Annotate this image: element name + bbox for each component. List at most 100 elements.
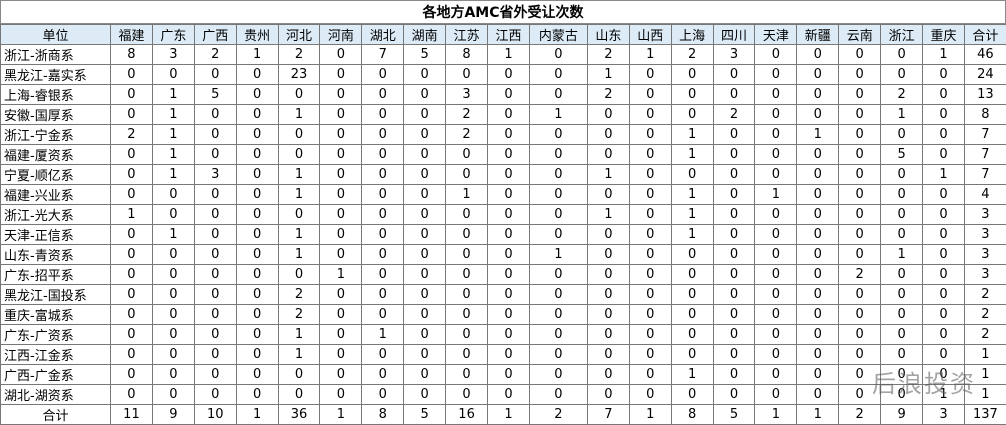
cell: 0 [111, 85, 153, 105]
column-header: 云南 [839, 25, 881, 45]
cell: 0 [529, 165, 587, 185]
cell: 1 [111, 205, 153, 225]
cell: 0 [404, 85, 446, 105]
cell: 0 [111, 165, 153, 185]
cell: 0 [755, 245, 797, 265]
cell: 1 [278, 345, 320, 365]
row-label: 宁夏-顺亿系 [1, 165, 111, 185]
column-header: 广西 [194, 25, 236, 45]
cell: 0 [236, 385, 278, 405]
cell: 0 [629, 265, 671, 285]
cell: 0 [797, 285, 839, 305]
cell: 0 [362, 185, 404, 205]
cell: 1 [629, 45, 671, 65]
cell: 0 [755, 365, 797, 385]
cell: 0 [713, 345, 755, 365]
cell: 0 [671, 85, 713, 105]
cell: 0 [839, 345, 881, 365]
cell: 0 [923, 145, 965, 165]
cell: 0 [404, 385, 446, 405]
cell: 0 [587, 125, 629, 145]
cell: 0 [446, 325, 488, 345]
cell: 0 [839, 185, 881, 205]
cell: 1 [797, 125, 839, 145]
cell: 0 [362, 165, 404, 185]
cell: 0 [152, 305, 194, 325]
cell: 3 [964, 245, 1006, 265]
cell: 0 [404, 165, 446, 185]
cell: 0 [797, 85, 839, 105]
cell: 2 [964, 285, 1006, 305]
column-header: 山西 [629, 25, 671, 45]
column-header: 四川 [713, 25, 755, 45]
cell: 0 [797, 325, 839, 345]
cell: 0 [404, 325, 446, 345]
cell: 0 [404, 225, 446, 245]
cell: 0 [320, 65, 362, 85]
total-cell: 7 [587, 405, 629, 425]
cell: 0 [320, 305, 362, 325]
cell: 0 [362, 85, 404, 105]
cell: 0 [881, 325, 923, 345]
cell: 0 [713, 145, 755, 165]
cell: 0 [529, 305, 587, 325]
row-label: 黑龙江-国投系 [1, 285, 111, 305]
cell: 0 [587, 305, 629, 325]
cell: 0 [839, 45, 881, 65]
cell: 0 [587, 105, 629, 125]
cell: 0 [755, 305, 797, 325]
cell: 0 [488, 125, 530, 145]
cell: 3 [964, 265, 1006, 285]
cell: 1 [881, 105, 923, 125]
row-label: 重庆-富城系 [1, 305, 111, 325]
cell: 0 [404, 105, 446, 125]
cell: 1 [671, 225, 713, 245]
total-cell: 8 [671, 405, 713, 425]
cell: 0 [488, 385, 530, 405]
cell: 0 [839, 145, 881, 165]
cell: 2 [111, 125, 153, 145]
cell: 0 [446, 145, 488, 165]
cell: 2 [713, 105, 755, 125]
cell: 0 [362, 65, 404, 85]
cell: 0 [839, 125, 881, 145]
cell: 0 [320, 205, 362, 225]
cell: 0 [404, 245, 446, 265]
cell: 0 [362, 105, 404, 125]
cell: 0 [797, 385, 839, 405]
cell: 0 [797, 45, 839, 65]
cell: 0 [194, 285, 236, 305]
cell: 0 [320, 385, 362, 405]
cell: 0 [587, 385, 629, 405]
cell: 0 [755, 165, 797, 185]
cell: 0 [881, 45, 923, 65]
cell: 0 [111, 245, 153, 265]
cell: 1 [278, 225, 320, 245]
column-header: 湖北 [362, 25, 404, 45]
row-label: 广东-招平系 [1, 265, 111, 285]
total-cell: 2 [529, 405, 587, 425]
column-header: 贵州 [236, 25, 278, 45]
cell: 0 [152, 385, 194, 405]
cell: 0 [236, 65, 278, 85]
cell: 0 [236, 85, 278, 105]
cell: 0 [152, 205, 194, 225]
total-cell: 3 [923, 405, 965, 425]
cell: 0 [587, 285, 629, 305]
data-table: 单位福建广东广西贵州河北河南湖北湖南江苏江西内蒙古山东山西上海四川天津新疆云南浙… [0, 24, 1006, 425]
column-header: 浙江 [881, 25, 923, 45]
cell: 0 [320, 285, 362, 305]
cell: 0 [797, 65, 839, 85]
cell: 0 [713, 385, 755, 405]
total-label: 合计 [1, 405, 111, 425]
cell: 0 [446, 225, 488, 245]
cell: 0 [797, 145, 839, 165]
cell: 0 [755, 285, 797, 305]
cell: 0 [881, 265, 923, 285]
